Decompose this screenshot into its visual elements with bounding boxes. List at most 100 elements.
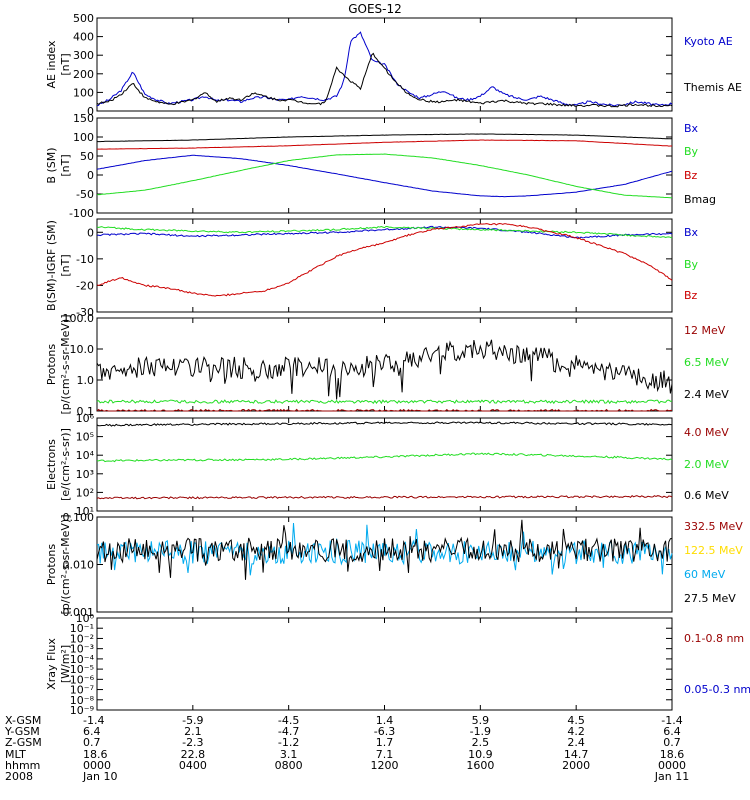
y-axis-label: Xray Flux [45, 638, 58, 690]
panel-frame [96, 516, 673, 613]
legend-label: 0.1-0.8 nm [684, 632, 744, 645]
ephemeris-cell: -6.3 [374, 725, 395, 738]
panel-6: 0.001 0.010 0.100 Protons [p/(cm²-s-sr-MeV)]… [45, 511, 743, 619]
ephemeris-cell: 22.8 [181, 748, 206, 761]
ephemeris-row-label: MLT [5, 748, 26, 761]
series-line [96, 519, 673, 580]
y-tick-label: 100 [73, 86, 94, 99]
ephemeris-cell: -5.9 [182, 714, 203, 727]
series-line [96, 222, 673, 297]
y-tick-label: 0.001 [63, 606, 95, 619]
y-tick-label: 10⁻⁵ [70, 663, 94, 676]
legend-label: 4.0 MeV [684, 426, 729, 439]
panel-5: 10¹ 10² 10³ 10⁴ 10⁵ 10⁶ Electrons [e/(cm²-s-sr)… [45, 412, 729, 518]
y-axis-label: [nT] [59, 254, 72, 276]
ephemeris-cell: 2.5 [472, 736, 490, 749]
legend-label: 2.0 MeV [684, 458, 729, 471]
ephemeris-cell: 1.4 [376, 714, 394, 727]
ephemeris-cell: 1.7 [376, 736, 394, 749]
ephemeris-cell: -1.4 [83, 714, 104, 727]
y-tick-label: 0 [87, 105, 94, 118]
series-line [97, 133, 672, 143]
ephemeris-row-label: 2008 [5, 770, 33, 783]
panel-frame [96, 117, 673, 214]
legend-label: Bz [684, 169, 698, 182]
ephemeris-cell: 18.6 [660, 748, 685, 761]
y-axis-label: B(SM)-IGRF (SM) [45, 220, 58, 311]
ephemeris-row-label: Y-GSM [4, 725, 40, 738]
y-tick-label: -100 [69, 207, 94, 220]
ephemeris-cell: 0000 [658, 759, 686, 772]
y-axis-label: [nT] [59, 53, 72, 75]
y-tick-label: 10⁻⁷ [70, 684, 94, 697]
y-tick-label: 10⁻⁹ [70, 704, 94, 717]
y-tick-label: 10.0 [70, 343, 95, 356]
y-tick-label: -30 [76, 306, 94, 319]
series-line [96, 495, 673, 500]
y-tick-label: 1.0 [77, 374, 95, 387]
legend-label: 60 MeV [684, 568, 726, 581]
legend-label: By [684, 258, 699, 271]
series-line [96, 522, 673, 576]
y-tick-label: 0 [87, 169, 94, 182]
y-tick-label: 0 [87, 226, 94, 239]
ephemeris-cell: 4.2 [567, 725, 585, 738]
series-line [97, 139, 672, 150]
y-tick-label: 10⁻⁸ [70, 694, 95, 707]
ephemeris-cell: 2000 [562, 759, 590, 772]
legend-label: Themis AE [683, 81, 742, 94]
y-axis-label: [W/m²] [59, 645, 72, 683]
ephemeris-cell: 0.7 [663, 736, 681, 749]
panel-3: -30 -20 -10 0 B(SM)-IGRF (SM) [nT] Bx By Bz [45, 218, 699, 319]
y-axis-label: [e/(cm²-s-sr)] [59, 428, 72, 501]
legend-label: Bx [684, 226, 699, 239]
legend-label: 2.4 MeV [684, 388, 729, 401]
series-line [96, 154, 673, 198]
series-line [96, 225, 673, 239]
series-line [96, 153, 672, 199]
ephemeris-cell: -4.7 [278, 725, 299, 738]
y-tick-label: 10⁻¹ [70, 622, 94, 635]
ephemeris-cell: Jan 11 [654, 770, 689, 783]
y-tick-label: 10⁴ [76, 449, 95, 462]
ephemeris-row-label: Z-GSM [5, 736, 42, 749]
panel-frame [96, 617, 673, 711]
y-tick-label: 10⁻² [70, 632, 94, 645]
y-tick-label: 10⁻⁶ [70, 673, 95, 686]
ephemeris-cell: 0800 [275, 759, 303, 772]
y-tick-label: 0.100 [63, 511, 95, 524]
series-line [96, 399, 673, 405]
ephemeris-cell: 18.6 [83, 748, 108, 761]
panel-2: -100 -50 0 50 100 150 B (SM) [nT] Bx By Bz Bmag [45, 112, 716, 220]
series-line [96, 31, 673, 107]
legend-label: 27.5 MeV [684, 592, 736, 605]
ephemeris-cell: 10.9 [468, 748, 493, 761]
y-tick-label: 300 [73, 49, 94, 62]
ephemeris-cell: 4.5 [567, 714, 585, 727]
y-tick-label: -20 [76, 279, 94, 292]
series-line [96, 339, 673, 400]
y-tick-label: 0.1 [77, 405, 95, 418]
series-line [96, 452, 673, 463]
y-axis-label: Protons [45, 544, 58, 585]
y-tick-label: -50 [76, 188, 94, 201]
legend-label: Bz [684, 289, 698, 302]
legend-label: 6.5 MeV [684, 356, 729, 369]
ephemeris-cell: 3.1 [280, 748, 298, 761]
ephemeris-cell: 14.7 [564, 748, 589, 761]
y-axis-label: B (SM) [45, 147, 58, 183]
legend-label: 122.5 MeV [684, 544, 743, 557]
ephemeris-cell: -1.9 [470, 725, 491, 738]
legend-label: Bmag [684, 193, 716, 206]
ephemeris-cell: 0000 [83, 759, 111, 772]
y-axis-label: [nT] [59, 154, 72, 176]
y-tick-label: 10³ [76, 468, 94, 481]
ephemeris-cell: 6.4 [663, 725, 681, 738]
ephemeris-row-label: hhmm [5, 759, 40, 772]
y-axis-label: Protons [45, 344, 58, 385]
y-tick-label: 100 [73, 131, 94, 144]
y-tick-label: 400 [73, 31, 94, 44]
ephemeris-cell: 5.9 [472, 714, 490, 727]
